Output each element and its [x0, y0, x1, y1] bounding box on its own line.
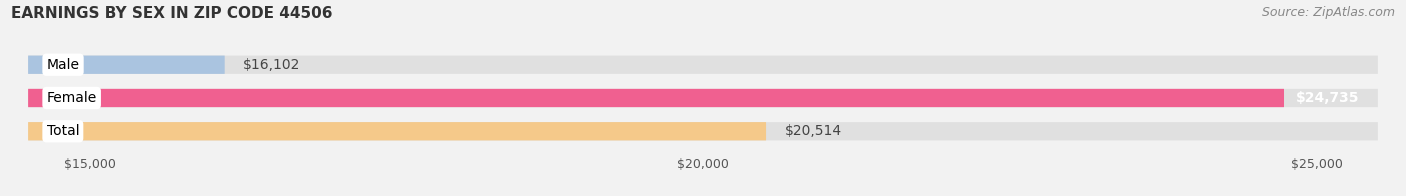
FancyBboxPatch shape — [28, 122, 1378, 140]
FancyBboxPatch shape — [28, 56, 225, 74]
Text: $20,514: $20,514 — [785, 124, 842, 138]
FancyBboxPatch shape — [28, 89, 1378, 107]
Text: EARNINGS BY SEX IN ZIP CODE 44506: EARNINGS BY SEX IN ZIP CODE 44506 — [11, 6, 333, 21]
Text: Female: Female — [46, 91, 97, 105]
Text: $24,735: $24,735 — [1296, 91, 1360, 105]
FancyBboxPatch shape — [28, 122, 766, 140]
Text: Source: ZipAtlas.com: Source: ZipAtlas.com — [1261, 6, 1395, 19]
FancyBboxPatch shape — [28, 89, 1284, 107]
Text: Male: Male — [46, 58, 80, 72]
Text: $16,102: $16,102 — [243, 58, 301, 72]
Text: Total: Total — [46, 124, 79, 138]
FancyBboxPatch shape — [28, 56, 1378, 74]
